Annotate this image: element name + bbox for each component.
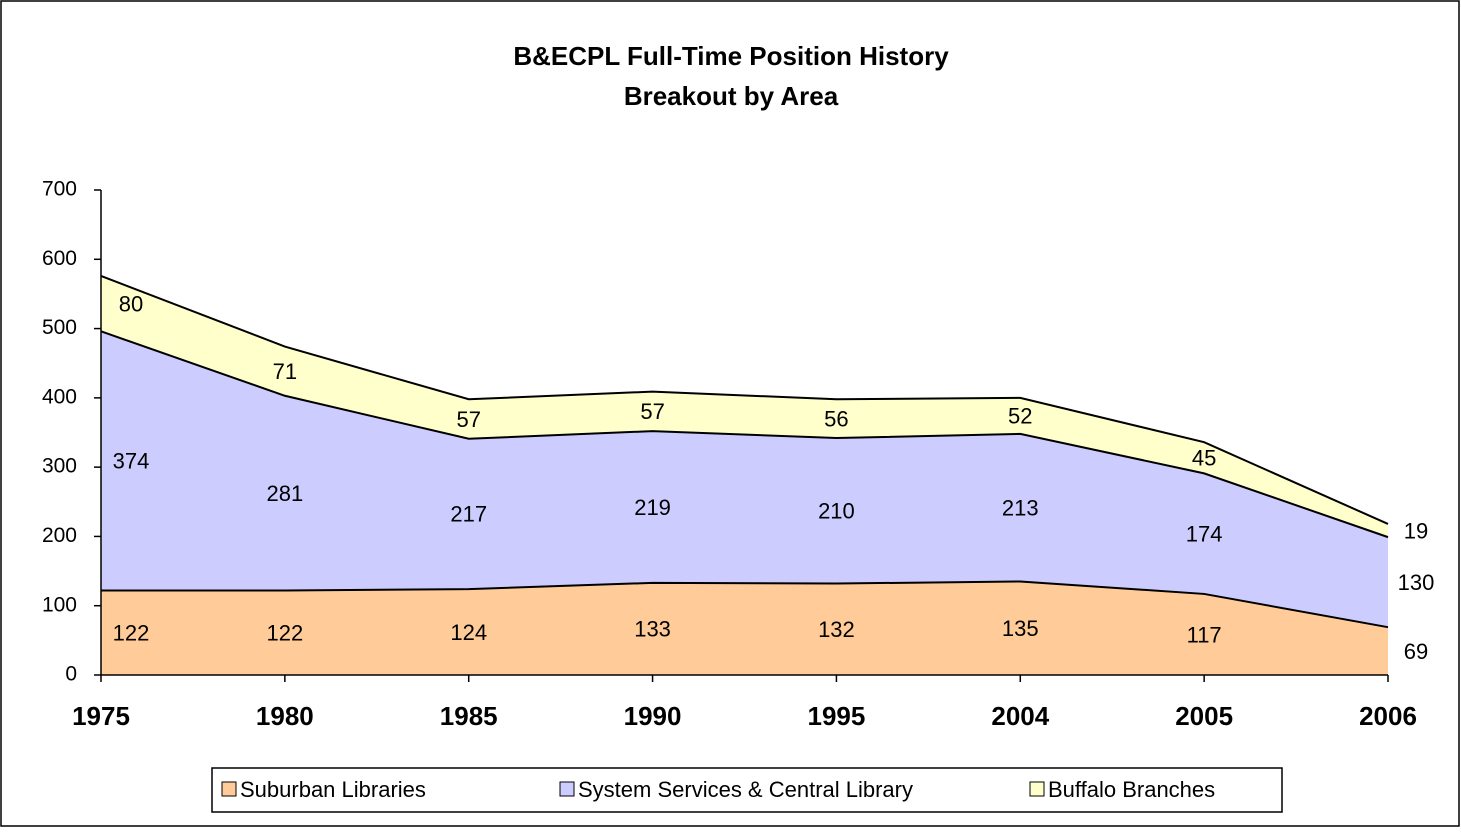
data-label: 135 (1002, 616, 1039, 641)
y-tick-label: 100 (42, 593, 77, 616)
legend-label: System Services & Central Library (578, 777, 913, 802)
area (101, 331, 1388, 628)
x-tick-label: 1995 (808, 701, 866, 731)
area-edge (100, 274, 1389, 525)
y-tick-label: 600 (42, 247, 77, 270)
y-tick-label: 700 (42, 178, 77, 201)
data-label: 57 (640, 399, 664, 424)
x-tick-label: 2005 (1175, 701, 1233, 731)
data-label: 219 (634, 495, 671, 520)
area (101, 275, 1388, 538)
area-edge (100, 330, 1389, 539)
x-tick-label: 1980 (256, 701, 314, 731)
legend-box (211, 767, 1283, 813)
data-label: 130 (1398, 570, 1435, 595)
data-label: 374 (113, 449, 150, 474)
x-tick-label: 2006 (1359, 701, 1417, 731)
data-label: 71 (273, 359, 297, 384)
x-tick-label: 1985 (440, 701, 498, 731)
data-label: 124 (450, 620, 487, 645)
legend-swatch (221, 781, 237, 797)
legend-label: Suburban Libraries (240, 777, 426, 802)
data-label: 281 (266, 481, 303, 506)
data-label: 52 (1008, 404, 1032, 429)
data-label: 45 (1192, 446, 1216, 471)
area (101, 581, 1388, 675)
data-label: 56 (824, 406, 848, 431)
data-label: 210 (818, 499, 855, 524)
y-tick-label: 500 (42, 316, 77, 339)
x-tick-label: 1975 (72, 701, 130, 731)
data-label: 69 (1404, 639, 1428, 664)
y-tick-label: 0 (65, 663, 77, 686)
data-label: 117 (1187, 622, 1222, 647)
area-edge (101, 580, 1389, 629)
data-label: 122 (266, 621, 303, 646)
data-label: 213 (1002, 495, 1039, 520)
x-tick-label: 2004 (991, 701, 1049, 731)
y-tick-label: 400 (42, 385, 77, 408)
legend-swatch (559, 781, 575, 797)
data-label: 174 (1186, 521, 1223, 546)
data-label: 217 (450, 502, 487, 527)
data-label: 80 (119, 291, 143, 316)
y-tick-label: 300 (42, 455, 77, 478)
x-tick-label: 1990 (624, 701, 682, 731)
chart-subtitle: Breakout by Area (624, 81, 839, 111)
legend-label: Buffalo Branches (1048, 777, 1215, 802)
legend-swatch (1029, 781, 1045, 797)
y-tick-label: 200 (42, 524, 77, 547)
data-label: 122 (113, 621, 150, 646)
data-label: 57 (456, 407, 480, 432)
data-label: 132 (818, 617, 855, 642)
chart-title: B&ECPL Full-Time Position History (513, 41, 949, 71)
data-label: 133 (634, 617, 671, 642)
data-label: 19 (1404, 518, 1428, 543)
